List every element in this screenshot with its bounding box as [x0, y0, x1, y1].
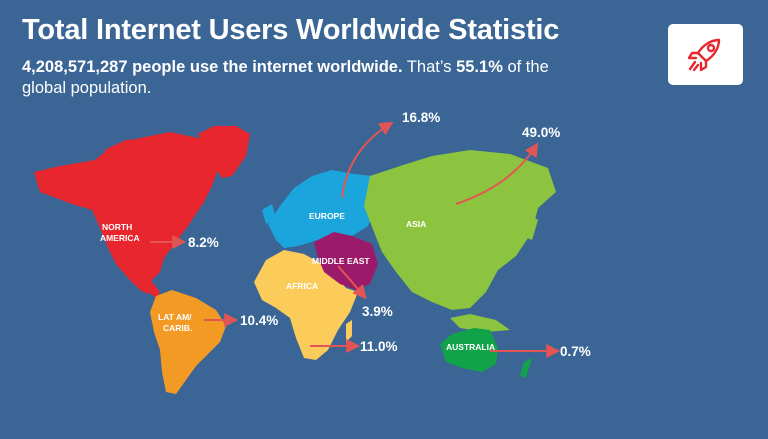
rocket-icon: [687, 38, 721, 72]
australia-region: [440, 328, 532, 378]
middle-east-arrow: [337, 265, 367, 300]
latam-shape: [150, 290, 226, 394]
middle-east-shape: [314, 232, 378, 290]
europe-label: EUROPE: [309, 211, 345, 221]
indonesia-shape: [450, 314, 510, 332]
latam-label-line1: LAT AM/: [158, 312, 192, 322]
africa-percent: 11.0%: [360, 339, 398, 354]
australia-shape: [440, 328, 498, 372]
growth-arrows: [150, 121, 561, 358]
north-america-label-line1: NORTH: [102, 222, 132, 232]
north-america-label-line2: AMERICA: [100, 233, 140, 243]
europe-arrow: [341, 121, 394, 199]
europe-shape: [268, 170, 378, 248]
japan-shape: [522, 214, 538, 240]
asia-shape: [364, 150, 556, 310]
subtitle-tail-text: of the global population.: [22, 58, 549, 97]
new-zealand-shape: [520, 358, 532, 378]
madagascar-shape: [346, 320, 352, 342]
asia-label: ASIA: [406, 219, 426, 229]
middle-east-percent: 3.9%: [362, 304, 393, 319]
asia-region: [364, 150, 556, 332]
users-count-text: 4,208,571,287 people use the internet wo…: [22, 58, 403, 76]
australia-percent: 0.7%: [560, 344, 591, 359]
latam-region: [150, 290, 226, 394]
australia-label: AUSTRALIA: [446, 342, 495, 352]
central-america-shape: [140, 282, 160, 298]
europe-region: [262, 170, 378, 248]
north-america-region: [34, 126, 250, 298]
africa-label: AFRICA: [286, 281, 318, 291]
asia-percent: 49.0%: [522, 125, 560, 140]
north-america-percent: 8.2%: [188, 235, 219, 250]
canada-islands-shape: [104, 138, 162, 156]
asia-arrow: [455, 142, 539, 205]
greenland-shape: [198, 126, 250, 178]
page-title: Total Internet Users Worldwide Statistic: [22, 14, 560, 46]
page-subtitle: 4,208,571,287 people use the internet wo…: [22, 57, 582, 99]
europe-percent: 16.8%: [402, 110, 440, 125]
middle-east-label: MIDDLE EAST: [312, 256, 370, 266]
middle-east-region: [314, 232, 378, 290]
uk-shape: [262, 204, 276, 224]
logo-badge: [668, 24, 743, 85]
subtitle-connector-text: That’s: [402, 58, 457, 76]
north-america-shape: [34, 132, 236, 294]
latam-label-line2: CARIB.: [163, 323, 192, 333]
population-percent: 55.1%: [456, 58, 503, 76]
latam-percent: 10.4%: [240, 313, 278, 328]
